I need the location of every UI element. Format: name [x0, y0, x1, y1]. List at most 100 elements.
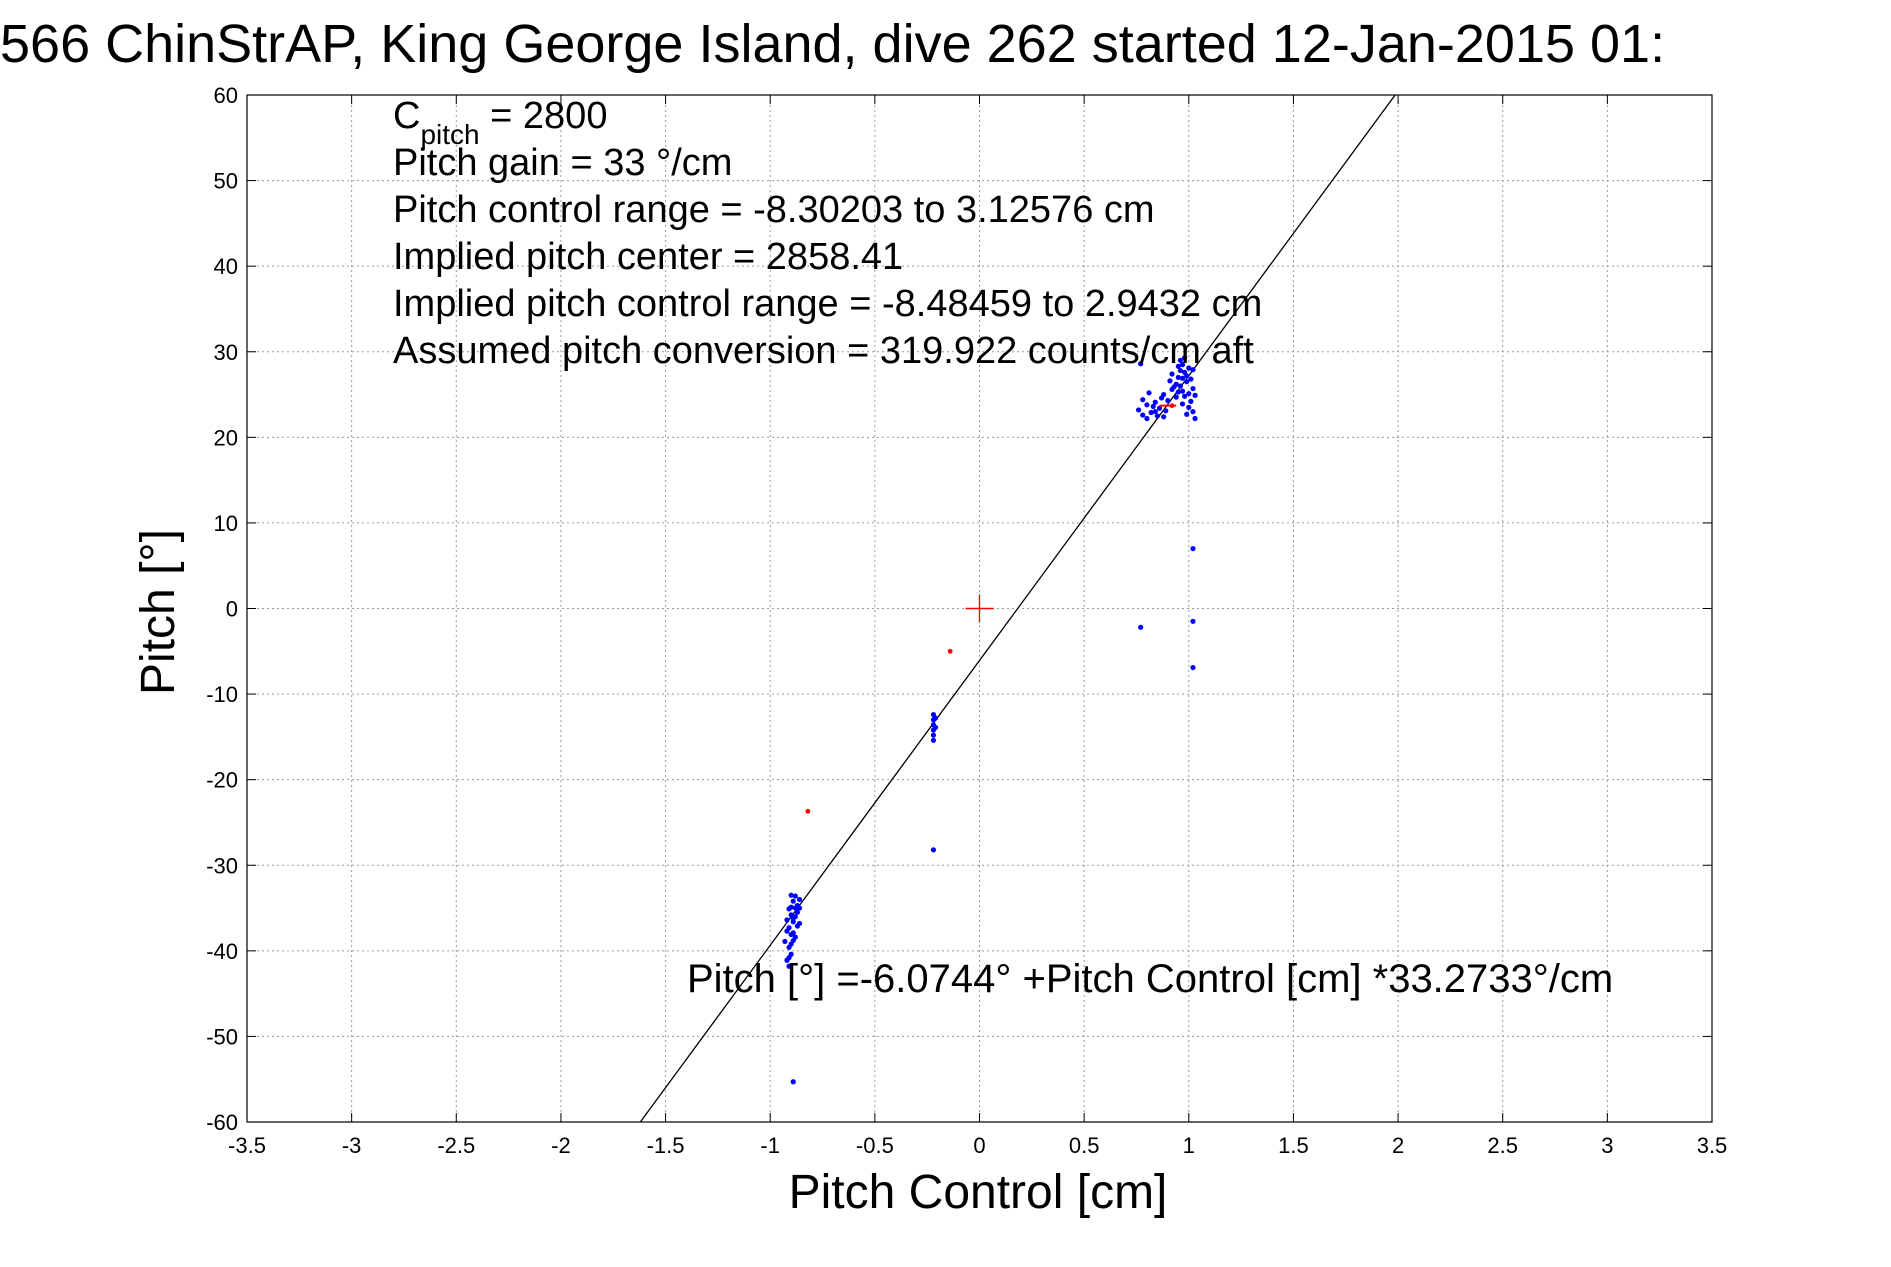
data-point — [1163, 408, 1169, 414]
data-point — [930, 737, 937, 743]
data-point — [1148, 409, 1154, 416]
data-point — [1177, 383, 1184, 389]
data-point — [1182, 369, 1188, 375]
data-point — [1184, 379, 1190, 385]
y-tick-label: -20 — [206, 768, 238, 793]
data-point — [1188, 376, 1194, 382]
data-point — [1175, 374, 1181, 381]
data-point — [1165, 397, 1171, 404]
data-point — [932, 724, 939, 731]
data-point — [794, 909, 801, 915]
annotation-line: Pitch gain = 33 °/cm — [393, 142, 732, 184]
data-point — [790, 930, 796, 936]
y-axis-label: Pitch [°] — [132, 529, 185, 695]
data-point — [790, 898, 796, 904]
chart-title: 566 ChinStrAP, King George Island, dive … — [0, 14, 1665, 74]
x-tick-label: -2.5 — [437, 1133, 475, 1158]
data-point — [1175, 389, 1181, 395]
data-point — [1171, 384, 1177, 390]
x-tick-label: 0.5 — [1069, 1133, 1100, 1158]
data-point — [784, 928, 790, 934]
data-point — [790, 1079, 796, 1085]
excluded-point — [947, 648, 953, 654]
data-point — [796, 905, 803, 911]
x-tick-label: 2.5 — [1487, 1133, 1518, 1158]
y-tick-label: -30 — [206, 853, 238, 878]
data-point — [1177, 367, 1184, 374]
data-point — [1186, 365, 1192, 371]
data-point — [1186, 404, 1192, 410]
data-point — [1154, 413, 1160, 419]
x-tick-label: -1 — [760, 1133, 780, 1158]
data-point — [786, 963, 792, 969]
data-point — [1161, 414, 1167, 420]
data-point — [784, 917, 790, 923]
data-point — [1186, 391, 1192, 397]
x-tick-label: 2 — [1392, 1133, 1404, 1158]
x-tick-label: -2 — [551, 1133, 571, 1158]
x-tick-label: 1 — [1183, 1133, 1195, 1158]
data-point — [1156, 405, 1163, 411]
data-point — [1179, 361, 1186, 368]
y-tick-label: -50 — [206, 1024, 238, 1049]
data-point — [782, 938, 788, 945]
data-point — [1144, 415, 1150, 422]
data-point — [1138, 361, 1144, 367]
annotation-line: Implied pitch center = 2858.41 — [393, 236, 903, 278]
x-tick-label: -1.5 — [647, 1133, 685, 1158]
data-point — [794, 923, 801, 929]
data-point — [1140, 397, 1146, 403]
data-point — [1167, 378, 1173, 384]
y-tick-label: 60 — [214, 83, 238, 108]
annotation-line: Pitch control range = -8.30203 to 3.1257… — [393, 189, 1155, 231]
data-point — [1188, 398, 1194, 404]
x-tick-label: -3 — [342, 1133, 362, 1158]
y-tick-label: 40 — [214, 254, 238, 279]
data-point — [796, 896, 803, 903]
data-point — [932, 715, 939, 721]
data-point — [1169, 371, 1175, 377]
data-point — [1152, 399, 1158, 405]
ticks: -3.5 -3 -2.5 -2 -1.5 -1 -0.5 0 0.5 1 1.5 2 2.5 3 3.5 60… — [206, 83, 1727, 1158]
x-axis-label: Pitch Control [cm] — [789, 1166, 1168, 1219]
data-point — [1179, 375, 1186, 381]
data-point — [1144, 402, 1150, 408]
x-tick-label: -3.5 — [228, 1133, 266, 1158]
data-point — [792, 893, 798, 899]
data-point — [792, 934, 798, 940]
y-tick-label: 0 — [226, 597, 238, 622]
y-tick-label: -40 — [206, 939, 238, 964]
data-point — [788, 892, 794, 898]
fit-equation-label: Pitch [°] =-6.0744° +Pitch Control [cm] … — [687, 957, 1613, 1001]
data-point — [1177, 357, 1184, 363]
data-point — [1190, 385, 1196, 392]
data-point — [1190, 618, 1196, 624]
data-point — [1184, 411, 1190, 417]
fit-line-group — [639, 94, 1396, 1123]
data-point — [1179, 401, 1186, 407]
data-point — [1190, 367, 1196, 373]
data-point — [1158, 395, 1165, 401]
fit-line — [639, 94, 1396, 1123]
x-tick-label: -0.5 — [856, 1133, 894, 1158]
y-tick-label: 10 — [214, 511, 238, 536]
data-point — [788, 941, 794, 947]
annotation-line: Implied pitch control range = -8.48459 t… — [393, 283, 1262, 325]
data-point — [1152, 409, 1158, 415]
data-point — [1138, 624, 1144, 630]
data-point — [930, 847, 937, 853]
data-point — [1182, 393, 1188, 399]
data-point — [1190, 664, 1196, 671]
data-point — [790, 915, 796, 921]
data-point — [1140, 412, 1146, 418]
x-tick-label: 3 — [1601, 1133, 1613, 1158]
x-tick-label: 0 — [973, 1133, 985, 1158]
data-point — [1135, 407, 1142, 413]
data-point — [1182, 355, 1188, 361]
y-tick-label: 30 — [214, 340, 238, 365]
data-point — [1192, 392, 1198, 398]
x-tick-label: 1.5 — [1278, 1133, 1309, 1158]
